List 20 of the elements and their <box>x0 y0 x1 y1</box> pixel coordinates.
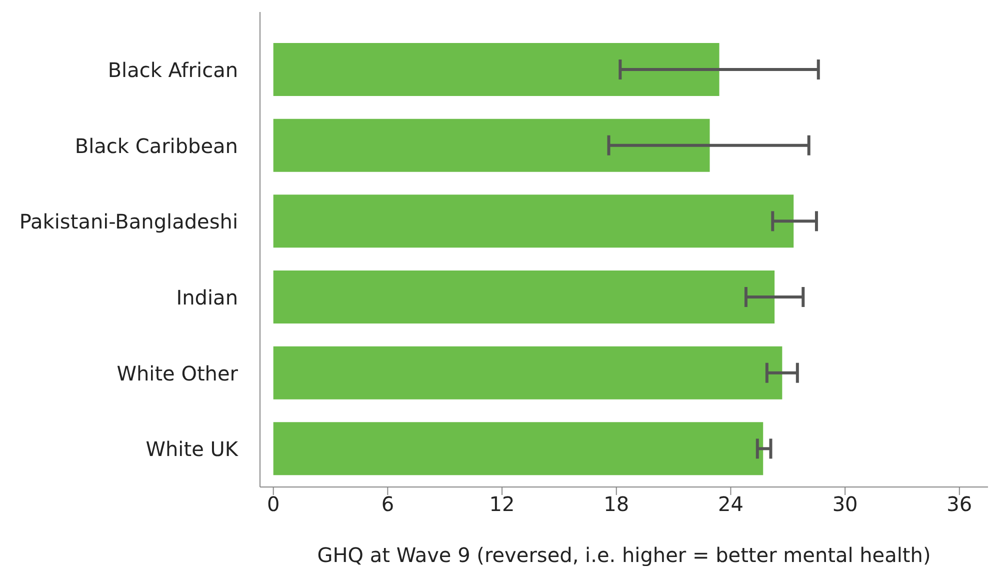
y-tick-label: Black African <box>108 58 238 82</box>
y-tick-label: White UK <box>146 437 239 462</box>
bar <box>273 43 720 96</box>
x-axis-title: GHQ at Wave 9 (reversed, i.e. higher = better mental health) <box>317 543 931 567</box>
bar <box>273 194 794 248</box>
bar <box>273 270 775 324</box>
y-tick-label: Black Caribbean <box>74 134 238 158</box>
x-tick-label: 24 <box>718 492 744 516</box>
y-tick-label: White Other <box>116 361 239 386</box>
x-tick-label: 18 <box>604 492 630 516</box>
x-tick-label: 30 <box>832 492 858 516</box>
bar <box>273 422 764 476</box>
bar <box>273 118 710 172</box>
y-tick-label: Indian <box>176 286 238 310</box>
x-tick-label: 0 <box>266 492 280 516</box>
x-tick-label: 12 <box>489 492 515 516</box>
y-tick-label: Pakistani-Bangladeshi <box>19 210 238 234</box>
x-tick-label: 36 <box>946 492 972 516</box>
bar <box>273 346 782 400</box>
x-tick-label: 6 <box>381 492 394 516</box>
